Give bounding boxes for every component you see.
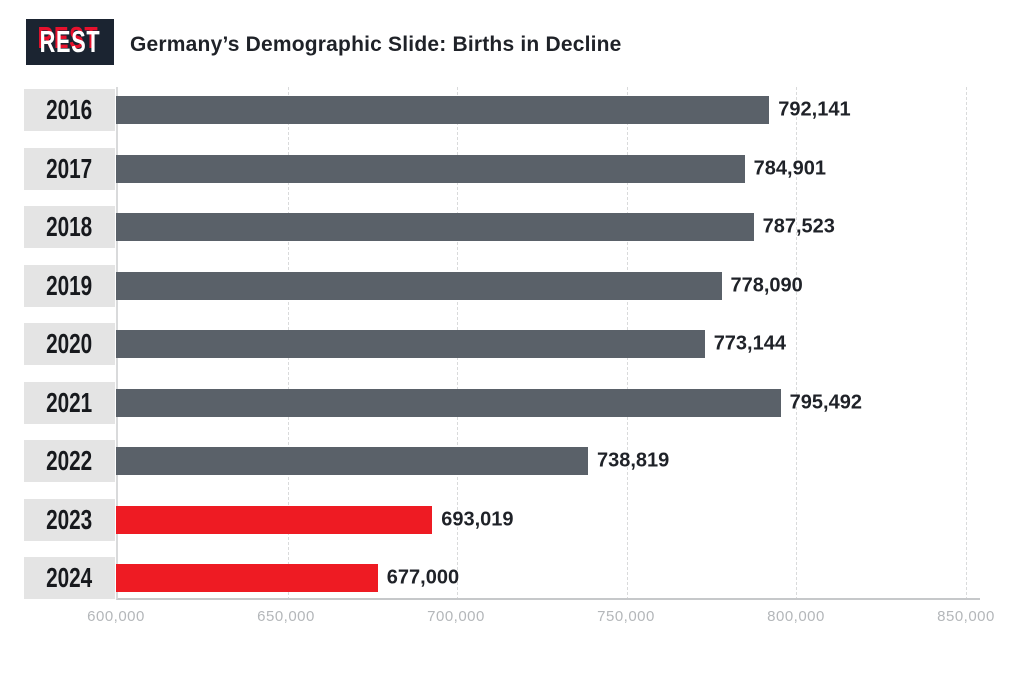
bar: [116, 447, 588, 475]
chart-title: Germany’s Demographic Slide: Births in D…: [130, 33, 622, 56]
year-label: 2020: [46, 328, 93, 359]
bar: [116, 213, 754, 241]
bar-track: 784,901: [116, 148, 966, 190]
chart-row: 2022 738,819: [24, 440, 966, 482]
x-tick-label: 850,000: [937, 608, 995, 625]
value-label: 778,090: [730, 274, 803, 296]
year-label-box: 2023: [24, 498, 115, 541]
value-label: 693,019: [441, 508, 514, 530]
bar: [116, 271, 722, 300]
x-tick-label: 600,000: [87, 608, 145, 625]
value-label: 795,492: [789, 391, 862, 413]
bar: [116, 564, 378, 592]
value-label: 677,000: [386, 566, 460, 589]
x-tick-label: 750,000: [597, 608, 655, 625]
x-axis: 600,000 650,000 700,000 750,000 800,000 850,0…: [87, 608, 994, 638]
bar-chart: 2016 792,141 2017 784,901 2018 787,523 2…: [24, 84, 1000, 644]
chart-row: 2016 792,141: [24, 89, 966, 131]
year-label: 2024: [46, 562, 93, 593]
bar-track: 677,000: [116, 557, 966, 599]
year-label: 2018: [46, 211, 93, 242]
year-label: 2023: [46, 503, 93, 535]
bar-track: 738,819: [116, 440, 966, 482]
bar: [116, 388, 781, 417]
value-label: 773,144: [713, 332, 786, 355]
bar: [116, 96, 770, 124]
bar-track: 792,141: [116, 89, 966, 131]
year-label: 2019: [46, 269, 93, 301]
year-label-box: 2021: [24, 381, 115, 424]
x-tick-label: 800,000: [767, 608, 825, 625]
year-label-box: 2016: [24, 89, 115, 131]
bar-rows: 2016 792,141 2017 784,901 2018 787,523 2…: [24, 89, 966, 599]
bar-track: 773,144: [116, 323, 966, 365]
rest-logo: REST REST: [26, 19, 114, 65]
year-label-box: 2019: [24, 264, 115, 307]
chart-row: 2023 693,019: [24, 498, 966, 541]
bar: [116, 505, 433, 534]
chart-row: 2020 773,144: [24, 323, 966, 365]
value-label: 784,901: [753, 157, 826, 179]
year-label: 2022: [46, 445, 93, 476]
year-label: 2017: [46, 152, 93, 184]
value-label: 787,523: [762, 215, 835, 238]
year-label: 2021: [46, 386, 93, 418]
year-label: 2016: [46, 94, 93, 125]
year-label-box: 2020: [24, 323, 115, 365]
x-tick-label: 650,000: [257, 608, 315, 625]
year-label-box: 2018: [24, 206, 115, 248]
value-label: 738,819: [596, 449, 670, 472]
year-label-box: 2024: [24, 557, 115, 599]
chart-row: 2024 677,000: [24, 557, 966, 599]
bar: [116, 154, 745, 183]
bar-track: 778,090: [116, 265, 966, 307]
chart-row: 2018 787,523: [24, 206, 966, 248]
chart-row: 2021 795,492: [24, 381, 966, 424]
bar-track: 795,492: [116, 382, 966, 424]
gridline: [966, 87, 968, 598]
chart-row: 2017 784,901: [24, 147, 966, 190]
gridline: [796, 87, 798, 598]
year-label-box: 2017: [24, 147, 115, 190]
bar: [116, 330, 705, 358]
bar-track: 787,523: [116, 206, 966, 248]
chart-row: 2019 778,090: [24, 264, 966, 307]
bar-track: 693,019: [116, 499, 966, 541]
x-tick-label: 700,000: [427, 608, 485, 625]
logo-accent-text: REST: [37, 20, 99, 55]
year-label-box: 2022: [24, 440, 115, 482]
logo-text: REST: [39, 24, 101, 59]
value-label: 792,141: [778, 98, 851, 121]
